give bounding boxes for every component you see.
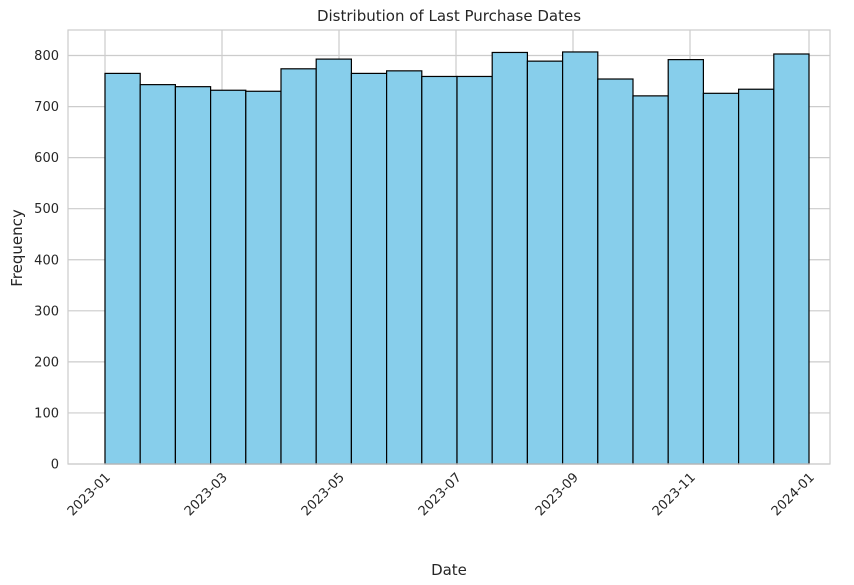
x-axis-label: Date: [431, 561, 467, 579]
histogram-bar: [140, 85, 175, 464]
histogram-bar: [387, 71, 422, 464]
histogram-bar: [492, 52, 527, 464]
histogram-bar: [598, 79, 633, 464]
histogram-bar: [703, 93, 738, 464]
histogram-bar: [457, 76, 492, 464]
histogram-bar: [246, 91, 281, 464]
y-tick-label: 500: [34, 202, 59, 217]
histogram-bar: [351, 73, 386, 464]
y-axis-label: Frequency: [8, 209, 26, 287]
chart-title: Distribution of Last Purchase Dates: [317, 7, 581, 25]
y-tick-label: 200: [34, 355, 59, 370]
y-tick-label: 300: [34, 304, 59, 319]
histogram-bar: [105, 73, 140, 464]
histogram-bar: [175, 87, 210, 464]
histogram-bar: [739, 89, 774, 464]
y-tick-label: 100: [34, 406, 59, 421]
y-tick-label: 400: [34, 253, 59, 268]
y-tick-label: 0: [51, 458, 59, 473]
histogram-bar: [211, 90, 246, 464]
histogram-bar: [527, 61, 562, 464]
y-tick-label: 700: [34, 100, 59, 115]
bars: [105, 52, 809, 464]
histogram-bar: [633, 96, 668, 464]
histogram-bar: [281, 69, 316, 464]
y-tick-labels: 0 100 200 300 400 500 600 700 800: [34, 49, 59, 472]
y-tick-label: 800: [34, 49, 59, 64]
histogram-bar: [668, 60, 703, 464]
histogram-bar: [316, 59, 351, 464]
y-tick-label: 600: [34, 151, 59, 166]
histogram-bar: [422, 76, 457, 464]
histogram-bar: [774, 54, 809, 464]
histogram-bar: [563, 52, 598, 464]
